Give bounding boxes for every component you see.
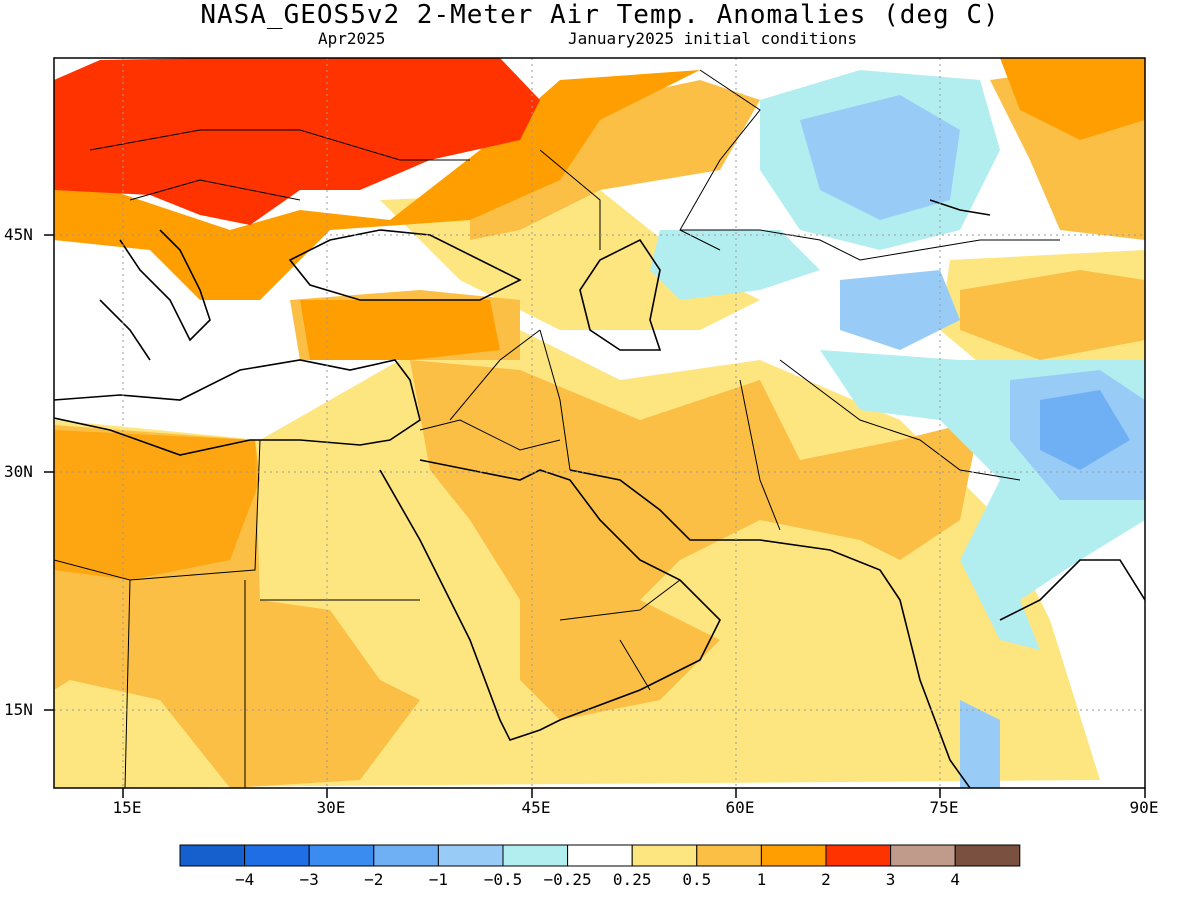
- colorbar-swatch: [179, 844, 246, 867]
- colorbar-tick-label: −0.5: [483, 870, 523, 889]
- colorbar-tick-label: 3: [885, 870, 896, 889]
- colorbar-swatch: [890, 844, 956, 867]
- colorbar-tick-label: −4: [234, 870, 255, 889]
- colorbar-tick-label: −1: [428, 870, 449, 889]
- axis-ticks: [44, 234, 1146, 798]
- colorbar: [179, 844, 1021, 867]
- anomaly-fill: [54, 58, 1145, 788]
- colorbar-swatch: [954, 844, 1021, 867]
- colorbar-swatch: [631, 844, 698, 867]
- lon-label-75e: 75E: [929, 798, 959, 817]
- lon-label-15e: 15E: [112, 798, 142, 817]
- colorbar-swatch: [567, 844, 633, 867]
- lat-label-30n: 30N: [4, 462, 33, 481]
- lon-label-45e: 45E: [521, 798, 551, 817]
- colorbar-swatch: [502, 844, 569, 867]
- lon-label-30e: 30E: [316, 798, 346, 817]
- colorbar-swatch: [760, 844, 827, 867]
- lon-label-90e: 90E: [1129, 798, 1159, 817]
- colorbar-tick-label: 0.25: [612, 870, 652, 889]
- colorbar-tick-label: 2: [821, 870, 831, 889]
- colorbar-tick-label: 0.5: [682, 870, 712, 889]
- colorbar-swatch: [244, 844, 310, 867]
- lon-label-60e: 60E: [725, 798, 755, 817]
- colorbar-tick-label: −0.25: [543, 870, 592, 889]
- colorbar-swatch: [308, 844, 375, 867]
- colorbar-tick-label: −2: [364, 870, 384, 889]
- map-title: NASA_GEOS5v2 2-Meter Air Temp. Anomalies…: [200, 0, 1000, 30]
- forecast-month: Apr2025: [318, 29, 386, 48]
- colorbar-swatch: [696, 844, 762, 867]
- colorbar-tick-label: 1: [756, 870, 767, 889]
- lat-label-45n: 45N: [4, 225, 33, 244]
- country-borders: [54, 69, 1060, 788]
- colorbar-swatch: [373, 844, 439, 867]
- colorbar-tick-label: −3: [299, 870, 319, 889]
- map-frame: [53, 57, 1146, 789]
- colorbar-swatch: [437, 844, 504, 867]
- initial-conditions: January2025 initial conditions: [568, 29, 857, 48]
- colorbar-tick-label: 4: [950, 870, 961, 889]
- colorbar-swatch: [825, 844, 892, 867]
- graticule: [54, 58, 1145, 788]
- lat-label-15n: 15N: [4, 700, 33, 719]
